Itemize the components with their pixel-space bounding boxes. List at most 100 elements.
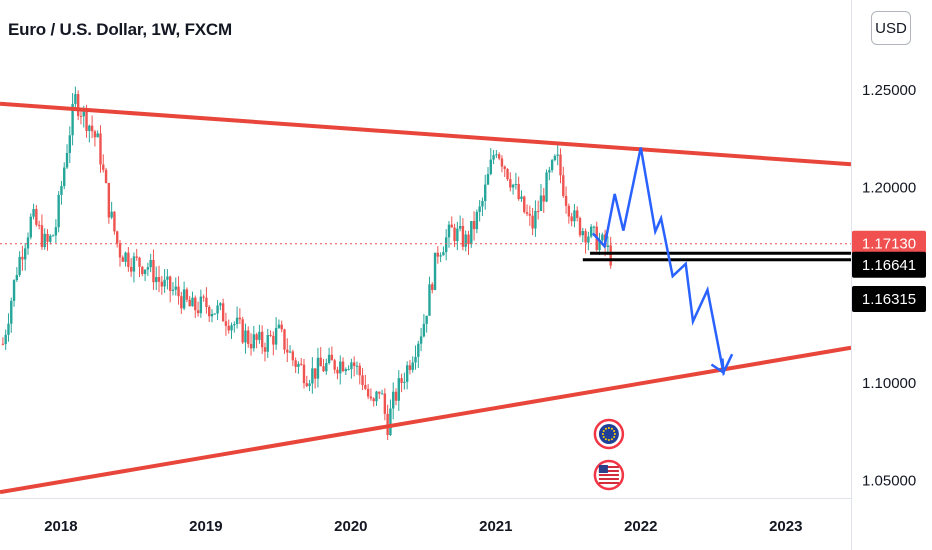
candle-body [319, 357, 322, 367]
candle-body [366, 388, 370, 397]
candle-body [609, 245, 612, 266]
candle-body [196, 310, 200, 314]
candle-body [436, 252, 440, 257]
candle-body [503, 166, 506, 169]
candle-body [422, 323, 426, 337]
candle-body [467, 234, 470, 245]
candle-body [456, 228, 459, 242]
candle-body [300, 363, 303, 365]
candle-body [564, 195, 568, 206]
candle-body [559, 154, 562, 176]
candle-body [341, 361, 345, 372]
candle-body [392, 391, 395, 409]
us-flag-canton [598, 465, 608, 473]
candle-body [4, 334, 7, 345]
us-flag-stripe [598, 470, 619, 472]
candle-body [486, 174, 490, 185]
candle-body [316, 357, 320, 379]
candle-body [444, 237, 448, 253]
candle-body [71, 103, 74, 136]
eu-flag-star [613, 430, 616, 432]
eu-flag-star [610, 427, 613, 430]
candle-body [472, 221, 476, 230]
candle-body [116, 231, 119, 244]
candle-body [520, 196, 523, 200]
candle-body [171, 289, 175, 291]
current-price-tag-bg [852, 230, 926, 257]
currency-button[interactable]: USD [871, 11, 911, 45]
candle-body [378, 391, 381, 394]
candle-body [102, 164, 105, 170]
y-tick-label: 1.10000 [862, 375, 916, 392]
candle-body [534, 210, 537, 229]
level-price-tag-bg [852, 285, 926, 312]
candle-body [46, 233, 49, 242]
candle-body [99, 133, 102, 165]
candle-body [68, 135, 72, 153]
candle-body [517, 184, 520, 200]
candle-body [57, 194, 60, 228]
candle-body [160, 281, 164, 287]
price-tags: 1.17130 1.16641 1.16315 [852, 230, 926, 312]
candle-body [216, 305, 219, 314]
candle-body [90, 125, 94, 132]
candle-body [277, 324, 281, 328]
candle-body [344, 369, 348, 372]
candle-body [428, 284, 431, 316]
candle-body [37, 224, 41, 226]
candle-body [553, 155, 557, 161]
candle-body [166, 276, 169, 280]
candle-body [450, 224, 453, 228]
y-tick-label: 1.25000 [862, 82, 916, 99]
candle-body [352, 362, 356, 367]
candle-body [205, 297, 208, 308]
candle-body [76, 94, 80, 116]
candle-body [269, 334, 272, 336]
eu-flag-star [602, 430, 605, 432]
candle-body [576, 210, 579, 219]
candle-body [506, 168, 509, 180]
candle-body [7, 323, 10, 335]
candle-body [347, 369, 350, 371]
candle-body [252, 334, 256, 349]
candle-body [514, 184, 518, 186]
candle-body [411, 362, 414, 370]
eu-flag-icon [593, 418, 625, 450]
candle-body [325, 362, 328, 372]
eu-flag-star [607, 439, 610, 441]
candle-body [185, 289, 189, 300]
candle-body [54, 227, 58, 236]
candle-body [394, 391, 398, 401]
eu-flag-star [613, 433, 616, 435]
candle-body [548, 170, 551, 173]
candle-body [389, 408, 392, 436]
candle-body [202, 296, 205, 298]
candle-body [124, 252, 127, 262]
eu-flag-star [601, 433, 604, 435]
candle-body [258, 331, 261, 340]
candle-body [433, 252, 437, 290]
candle-body [194, 297, 197, 311]
candle-body [49, 235, 52, 242]
candle-body [417, 343, 420, 357]
candle-body [311, 368, 314, 384]
candle-body [247, 330, 250, 344]
x-tick-label: 2018 [44, 518, 77, 535]
candle-body [358, 365, 361, 376]
candle-body [523, 196, 526, 213]
candle-body [40, 225, 44, 248]
candle-body [255, 334, 258, 340]
candle-body [135, 256, 138, 258]
candle-body [221, 303, 225, 322]
candle-body [283, 329, 286, 350]
candle-body [330, 354, 334, 361]
candle-body [478, 206, 481, 212]
candle-body [157, 277, 161, 282]
candle-body [414, 356, 417, 363]
candle-body [177, 286, 180, 297]
candle-body [208, 307, 211, 317]
projection-arrowhead [710, 358, 725, 375]
candle-body [143, 269, 147, 275]
